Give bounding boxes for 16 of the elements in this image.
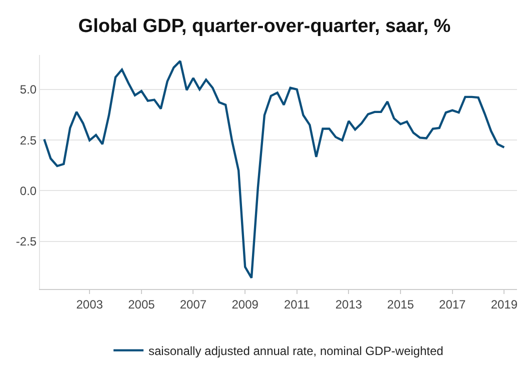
- x-tick-label: 2019: [490, 297, 518, 312]
- chart-title: Global GDP, quarter-over-quarter, saar, %: [78, 16, 451, 38]
- x-tick-label: 2015: [387, 297, 414, 312]
- line-series: [43, 60, 506, 279]
- y-tick-label: -2.5: [16, 234, 37, 249]
- y-tick-label: 5.0: [20, 82, 37, 97]
- x-tick-label: 2005: [128, 297, 156, 312]
- x-tick-label: 2009: [232, 297, 259, 312]
- x-tick-label: 2013: [335, 297, 362, 312]
- x-tick-label: 2003: [76, 297, 104, 312]
- y-tick-label: 0.0: [20, 184, 37, 198]
- legend-label: saisonally adjusted annual rate, nominal GDP-weighted: [148, 344, 444, 358]
- x-tick-label: 2017: [439, 297, 466, 312]
- y-tick-label: 2.5: [20, 133, 37, 148]
- x-tick-label: 2011: [284, 297, 310, 312]
- x-tick-label: 2007: [180, 297, 207, 312]
